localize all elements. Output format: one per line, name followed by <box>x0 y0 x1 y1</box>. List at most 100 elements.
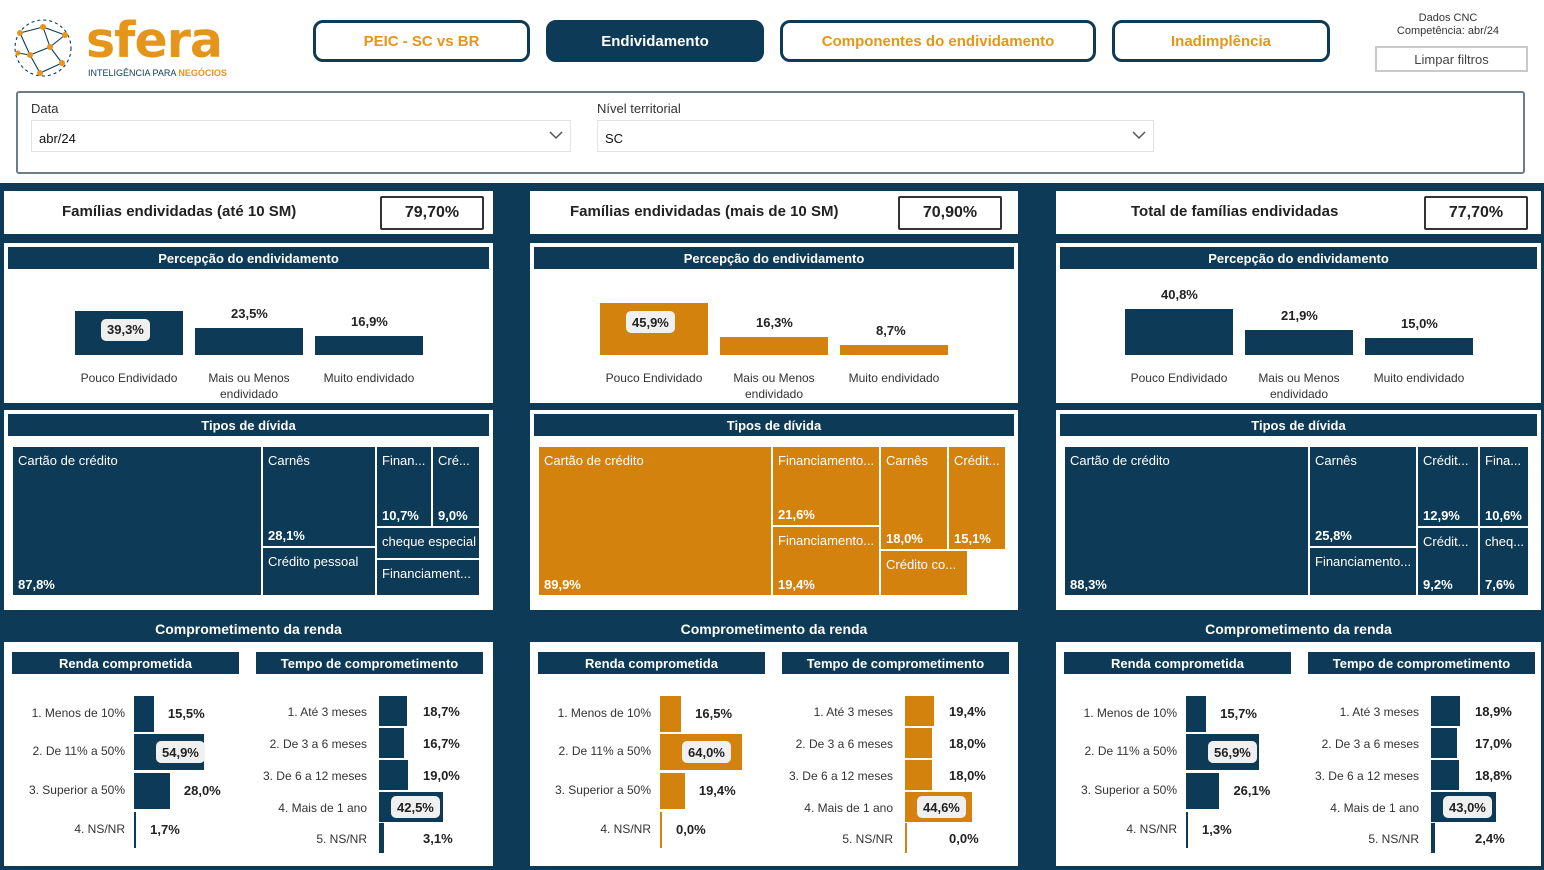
tempo-bar[interactable] <box>905 696 935 726</box>
treemap-cell-value: 25,8% <box>1315 528 1352 543</box>
tempo-bar[interactable] <box>379 760 408 790</box>
nav-endividamento[interactable]: Endividamento <box>546 20 764 62</box>
treemap-cell[interactable]: Financiamento... <box>1309 547 1417 596</box>
renda-bar[interactable] <box>1186 812 1188 848</box>
renda-bar[interactable] <box>134 773 170 809</box>
tempo-category-label: 5. NS/NR <box>842 832 893 846</box>
treemap-cell[interactable]: Financiamento... 21,6% <box>772 446 880 526</box>
treemap-cell[interactable]: Carnês 18,0% <box>880 446 948 550</box>
debt-types-card: Tipos de dívida Cartão de crédito 88,3% Car… <box>1056 410 1541 610</box>
nivel-filter-value: SC <box>605 131 624 146</box>
perception-bar[interactable] <box>840 345 948 355</box>
treemap-cell[interactable]: Crédit... 15,1% <box>948 446 1006 550</box>
treemap-cell[interactable]: Crédit... 12,9% <box>1417 446 1479 527</box>
header-area: sfera INTELIGÊNCIA PARA NEGÓCIOS PEIC - … <box>0 0 1544 183</box>
treemap-cell-value: 18,0% <box>886 531 923 546</box>
tempo-bar[interactable] <box>905 728 933 758</box>
perception-bar[interactable] <box>195 328 303 355</box>
perception-bar[interactable] <box>720 336 828 355</box>
nav-componentes-do-endividamento[interactable]: Componentes do endividamento <box>780 20 1096 62</box>
debt-types-title: Tipos de dívida <box>1060 414 1537 436</box>
perception-category-label: Pouco Endividado <box>605 371 703 385</box>
treemap-cell-name: Crédito co... <box>886 557 957 572</box>
tempo-comprometimento-title: Tempo de comprometimento <box>1308 652 1535 674</box>
clear-filters-button[interactable]: Limpar filtros <box>1375 46 1528 72</box>
treemap-cell[interactable]: Crédito co... <box>880 550 968 596</box>
data-filter-select[interactable]: abr/24 <box>31 120 571 152</box>
treemap-cell[interactable]: Financiament... <box>376 559 480 596</box>
perception-value-label: 15,0% <box>1401 316 1438 332</box>
treemap-cell-value: 88,3% <box>1070 577 1107 592</box>
treemap-cell[interactable]: Cartão de crédito 87,8% <box>12 446 262 596</box>
kpi-title: Famílias endividadas (mais de 10 SM) <box>570 203 839 220</box>
renda-bar[interactable] <box>134 812 137 848</box>
renda-bar[interactable] <box>660 812 662 848</box>
treemap-cell-name: Cartão de crédito <box>544 453 644 468</box>
tempo-category-label: 5. NS/NR <box>1368 832 1419 846</box>
perception-title: Percepção do endividamento <box>534 247 1014 269</box>
perception-value-label: 16,9% <box>351 313 388 329</box>
tempo-comprometimento-title: Tempo de comprometimento <box>782 652 1009 674</box>
tempo-bar[interactable] <box>1431 823 1435 853</box>
treemap-cell-name: cheq... <box>1485 534 1525 549</box>
kpi-card: Famílias endividadas (mais de 10 SM) 70,9… <box>530 191 1018 234</box>
treemap-cell[interactable]: Fina... 10,6% <box>1479 446 1529 527</box>
treemap-cell[interactable]: Finan... 10,7% <box>376 446 432 527</box>
tempo-bar[interactable] <box>379 696 408 726</box>
treemap-cell-name: Crédito pessoal <box>268 554 359 569</box>
renda-category-label: 1. Menos de 10% <box>557 706 651 720</box>
treemap-cell-value: 9,2% <box>1423 577 1453 592</box>
treemap-cell[interactable]: Carnês 25,8% <box>1309 446 1417 547</box>
treemap-cell[interactable]: Cartão de crédito 89,9% <box>538 446 772 596</box>
perception-bar[interactable] <box>1365 338 1473 355</box>
treemap-cell[interactable]: Crédit... 9,2% <box>1417 527 1479 596</box>
treemap-cell[interactable]: Carnês 28,1% <box>262 446 376 547</box>
tempo-bar[interactable] <box>905 760 933 790</box>
perception-category-label: Pouco Endividado <box>80 371 178 385</box>
renda-comprometida-title: Renda comprometida <box>12 652 239 674</box>
tempo-category-label: 2. De 3 a 6 meses <box>269 737 367 751</box>
treemap-cell[interactable]: Crédito pessoal <box>262 547 376 596</box>
treemap-cell-name: Carnês <box>886 453 928 468</box>
perception-bar[interactable] <box>1245 330 1353 355</box>
perception-category-label: Muito endividado <box>848 371 940 385</box>
perception-bar[interactable] <box>315 335 423 355</box>
tempo-bar[interactable] <box>1431 696 1460 726</box>
tempo-bar[interactable] <box>905 823 907 853</box>
tempo-bar[interactable] <box>1431 760 1460 790</box>
tempo-value-label: 3,1% <box>423 831 453 846</box>
treemap-cell-name: Crédit... <box>954 453 1000 468</box>
treemap-cell-name: cheque especial <box>382 534 476 549</box>
tempo-bar[interactable] <box>1431 728 1457 758</box>
treemap-cell[interactable]: Financiamento... 19,4% <box>772 526 880 596</box>
treemap-cell[interactable]: cheque especial <box>376 527 480 559</box>
renda-bar[interactable] <box>1186 773 1220 809</box>
renda-category-label: 3. Superior a 50% <box>28 783 125 797</box>
competencia-label: Competência: <box>1396 25 1465 37</box>
renda-category-label: 2. De 11% a 50% <box>558 744 651 758</box>
renda-bar[interactable] <box>1186 696 1207 732</box>
nivel-filter-label: Nível territorial <box>597 101 681 116</box>
income-commitment-card: Comprometimento da renda Renda comprometi… <box>1056 616 1541 866</box>
renda-bar[interactable] <box>660 696 682 732</box>
renda-bar[interactable] <box>134 696 154 732</box>
data-filter-label: Data <box>31 101 59 116</box>
perception-bar[interactable] <box>1125 308 1233 355</box>
treemap-cell[interactable]: Cartão de crédito 88,3% <box>1064 446 1309 596</box>
nivel-filter-select[interactable]: SC <box>597 120 1154 152</box>
nav-inadimplencia[interactable]: Inadimplência <box>1112 20 1330 62</box>
debt-types-title: Tipos de dívida <box>534 414 1014 436</box>
data-filter-value: abr/24 <box>39 131 76 146</box>
treemap-cell[interactable]: cheq... 7,6% <box>1479 527 1529 596</box>
treemap-cell[interactable]: Cré... 9,0% <box>432 446 480 527</box>
nav-peic-sc-vs-br[interactable]: PEIC - SC vs BR <box>313 20 530 62</box>
tempo-bar[interactable] <box>379 728 405 758</box>
tempo-bar[interactable] <box>379 823 384 853</box>
treemap-cell-value: 7,6% <box>1485 577 1515 592</box>
treemap-cell-name: Cartão de crédito <box>1070 453 1170 468</box>
brand-name: sfera <box>86 12 223 69</box>
tempo-value-label: 2,4% <box>1475 831 1505 846</box>
tempo-value-label: 17,0% <box>1475 736 1512 751</box>
renda-bar[interactable] <box>660 773 685 809</box>
chevron-down-icon <box>1132 131 1146 140</box>
